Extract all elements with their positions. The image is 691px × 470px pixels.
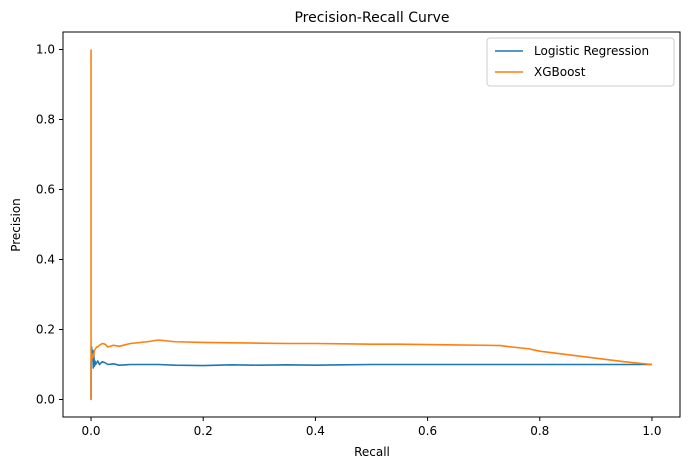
y-axis-label: Precision — [9, 198, 23, 252]
x-tick-label: 0.8 — [530, 424, 549, 438]
y-tick-label: 0.6 — [36, 183, 55, 197]
x-tick-label: 1.0 — [642, 424, 661, 438]
y-tick-label: 0.8 — [36, 113, 55, 127]
y-tick-label: 0.0 — [36, 393, 55, 407]
y-tick-label: 0.2 — [36, 323, 55, 337]
y-tick-label: 0.4 — [36, 253, 55, 267]
x-tick-label: 0.4 — [306, 424, 325, 438]
x-axis-label: Recall — [354, 445, 390, 459]
y-tick-label: 1.0 — [36, 43, 55, 57]
x-tick-label: 0.6 — [418, 424, 437, 438]
legend-label-xgboost: XGBoost — [534, 65, 586, 79]
chart-title: Precision-Recall Curve — [294, 10, 449, 26]
legend-label-logistic-regression: Logistic Regression — [534, 44, 649, 58]
x-tick-label: 0.2 — [194, 424, 213, 438]
x-tick-label: 0.0 — [81, 424, 100, 438]
legend: Logistic Regression XGBoost — [487, 38, 674, 86]
